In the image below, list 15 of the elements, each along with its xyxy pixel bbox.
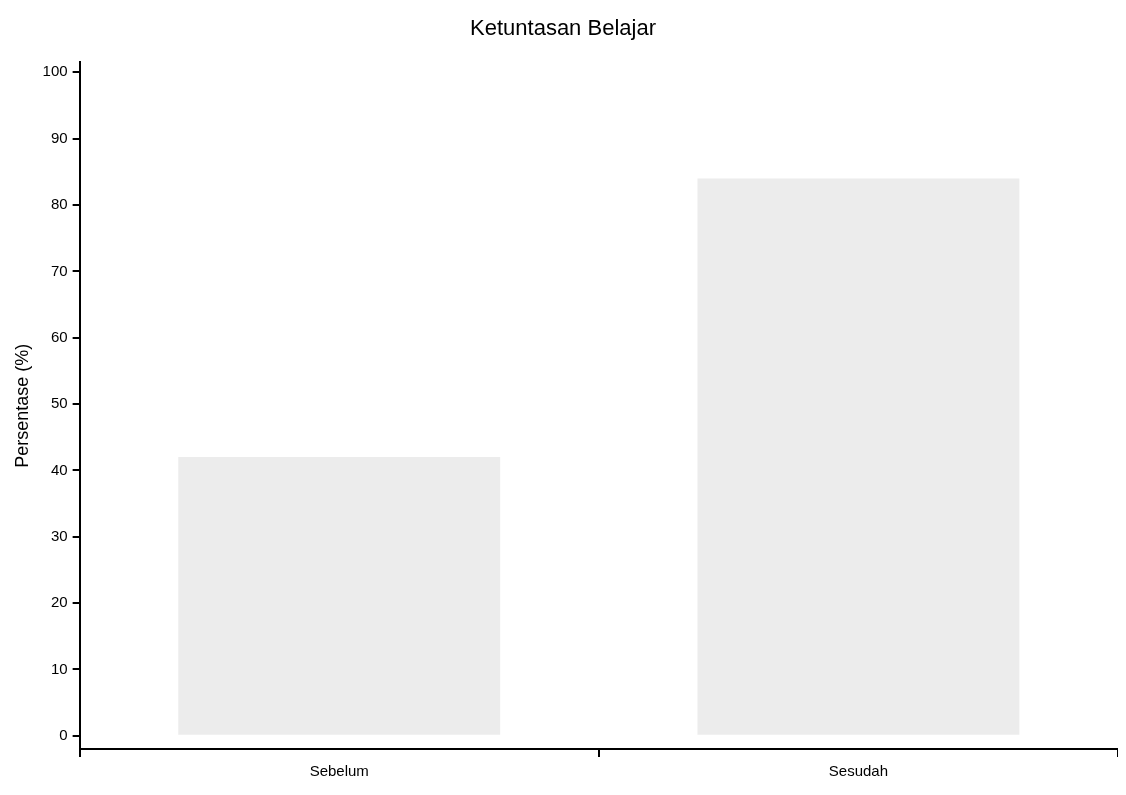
- y-tick-label: 0: [59, 725, 68, 743]
- y-tick-label: 50: [50, 394, 68, 412]
- y-tick-label: 40: [50, 460, 68, 478]
- y-tick-label: 20: [50, 593, 68, 611]
- y-tick-label: 80: [50, 195, 68, 213]
- y-tick-label: 90: [50, 128, 68, 146]
- chart-title: Ketuntasan Belajar: [470, 15, 656, 41]
- y-tick-label: 10: [50, 659, 68, 677]
- y-tick-label: 100: [42, 62, 68, 80]
- y-tick-label: 60: [50, 327, 68, 345]
- y-tick-label: 70: [50, 261, 68, 279]
- y-axis-title: Persentase (%): [11, 343, 32, 468]
- y-tick-label: 30: [50, 526, 68, 544]
- x-tick-label: Sebelum: [309, 762, 369, 780]
- x-tick-label: Sesudah: [828, 762, 889, 780]
